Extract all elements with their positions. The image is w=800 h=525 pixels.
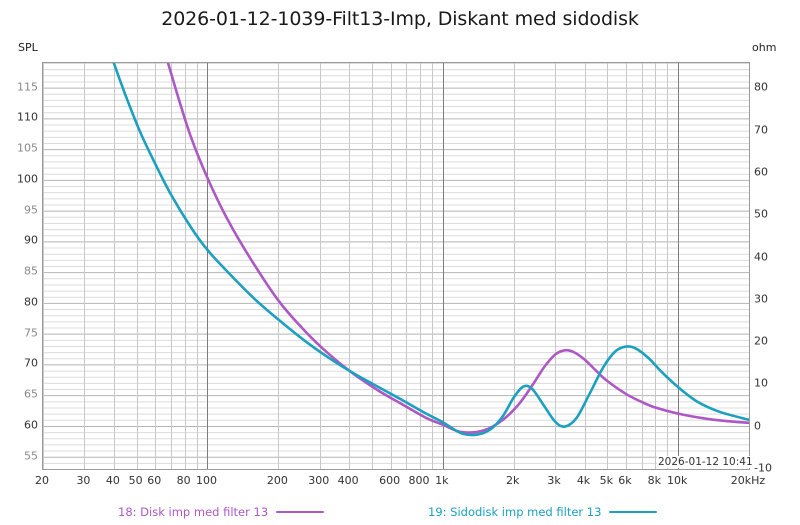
y-tick-right-40: 40 (754, 250, 768, 264)
legend-label: 18: Disk imp med filter 13 (118, 505, 269, 519)
y-tick-left-65: 65 (24, 387, 38, 401)
series-lines (112, 63, 749, 437)
timestamp-annotation: 2026-01-12 10:41 (657, 456, 754, 468)
x-tick-20: 20 (35, 474, 49, 487)
grid-minor-horizontal (43, 63, 749, 464)
y-tick-right-20: 20 (754, 334, 768, 348)
x-tick-200: 200 (266, 474, 288, 487)
y-tick-right-50: 50 (754, 207, 768, 221)
x-tick-6k: 6k (618, 474, 632, 487)
y-tick-left-105: 105 (17, 141, 38, 155)
y-tick-right-80: 80 (754, 80, 768, 94)
x-tick-1k: 1k (435, 474, 449, 487)
x-tick-8k: 8k (647, 474, 662, 487)
y-tick-left-95: 95 (24, 203, 38, 217)
series-line-18 (166, 63, 749, 434)
y-tick-left-85: 85 (24, 264, 38, 278)
x-tick-5k: 5k (599, 474, 613, 487)
x-tick-50: 50 (128, 474, 143, 487)
x-tick-600: 600 (379, 474, 401, 487)
x-tick-20kHz: 20kHz (730, 474, 766, 487)
y-tick-right-0: 0 (754, 419, 761, 433)
x-tick-4k: 4k (576, 474, 591, 487)
legend: 18: Disk imp med filter 13 19: Sidodisk i… (0, 505, 800, 523)
plot-svg (43, 63, 749, 469)
y-tick-right-70: 70 (754, 123, 768, 137)
chart-title: 2026-01-12-1039-Filt13-Imp, Diskant med … (161, 8, 639, 30)
grid-vertical (43, 63, 679, 469)
legend-item-1[interactable]: 18: Disk imp med filter 13 (118, 505, 325, 519)
y-tick-right-30: 30 (754, 292, 768, 306)
x-tick-80: 80 (176, 474, 191, 487)
legend-item-2[interactable]: 19: Sidodisk imp med filter 13 (428, 505, 658, 519)
y-tick-left-110: 110 (17, 110, 38, 124)
y-tick-left-90: 90 (24, 233, 38, 247)
x-tick-30: 30 (76, 474, 91, 487)
x-tick-40: 40 (105, 474, 120, 487)
y-tick-left-60: 60 (24, 418, 38, 432)
x-tick-2k: 2k (505, 474, 520, 487)
y-tick-left-55: 55 (24, 449, 38, 463)
y-tick-left-75: 75 (24, 326, 38, 340)
grid-major-horizontal (43, 87, 749, 458)
y-tick-right-10: 10 (754, 376, 768, 390)
y-tick-left-80: 80 (24, 295, 38, 309)
y-axis-label-right: ohm (752, 41, 777, 54)
x-tick-100: 100 (195, 474, 217, 487)
x-tick-300: 300 (308, 474, 330, 487)
y-tick-right-60: 60 (754, 165, 768, 179)
x-tick-10k: 10k (666, 474, 688, 487)
legend-color-swatch (609, 510, 658, 514)
legend-color-swatch (276, 510, 325, 514)
y-tick-left-100: 100 (17, 172, 38, 186)
x-tick-800: 800 (408, 474, 430, 487)
x-tick-60: 60 (147, 474, 162, 487)
plot-area[interactable] (42, 62, 750, 470)
y-axis-label-left: SPL (18, 41, 38, 54)
x-tick-400: 400 (337, 474, 359, 487)
y-tick-right--10: -10 (754, 461, 772, 475)
series-line-19 (112, 63, 749, 437)
x-tick-3k: 3k (547, 474, 561, 487)
y-tick-left-70: 70 (24, 356, 38, 370)
y-tick-left-115: 115 (17, 80, 38, 94)
legend-label: 19: Sidodisk imp med filter 13 (428, 505, 602, 519)
